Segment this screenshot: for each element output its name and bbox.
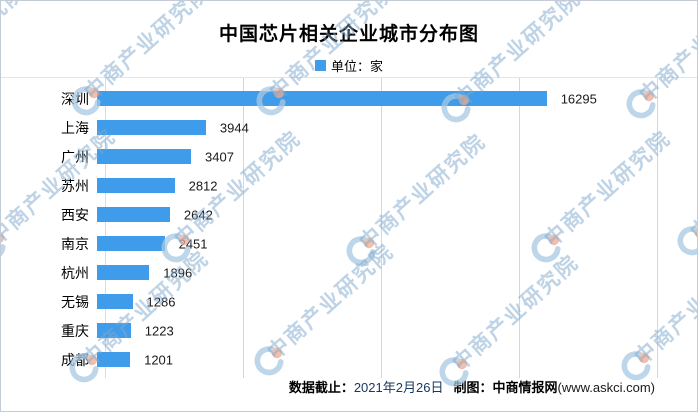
bar (97, 178, 175, 193)
bar-row: 杭州 1896 (27, 258, 657, 287)
bar-area: 1896 (97, 258, 657, 287)
y-axis-line (105, 78, 106, 378)
data-cutoff-label: 数据截止： (288, 380, 354, 395)
bar-row: 成都 1201 (27, 345, 657, 374)
bar (97, 207, 170, 222)
plot-area: 深圳 16295 上海 3944 广州 3407 苏州 2812 西安 2642 南京 2451 杭州 1… (27, 84, 657, 374)
bar-row: 广州 3407 (27, 142, 657, 171)
category-label: 苏州 (61, 177, 89, 194)
value-label: 2812 (188, 178, 218, 193)
category-label: 南京 (61, 235, 89, 252)
bar-row: 上海 3944 (27, 113, 657, 142)
legend-swatch-icon (314, 60, 326, 71)
category-label: 广州 (61, 148, 89, 165)
bar (97, 352, 131, 367)
watermark-text: 中商产业研究院 (686, 119, 698, 245)
credit-label: 制图： (453, 380, 493, 395)
gridline (657, 78, 658, 378)
legend: 单位：家 (1, 56, 697, 75)
value-label: 2642 (183, 207, 213, 222)
category-label: 深圳 (61, 90, 89, 107)
bar (97, 91, 547, 106)
brand-logo-icon (677, 226, 697, 256)
credit-url: (www.askci.com) (557, 380, 655, 395)
bar (97, 120, 206, 135)
category-label: 西安 (61, 206, 89, 223)
category-label: 杭州 (61, 264, 89, 281)
bar-area: 1201 (97, 345, 657, 374)
category-label: 无锡 (61, 293, 89, 310)
gridline (519, 78, 520, 378)
bar-area: 2451 (97, 229, 657, 258)
value-label: 1223 (144, 323, 174, 338)
value-label: 1286 (146, 294, 176, 309)
value-label: 1896 (163, 265, 193, 280)
bar (97, 149, 191, 164)
bar (97, 294, 133, 309)
bar-row: 苏州 2812 (27, 171, 657, 200)
bar-area: 1286 (97, 287, 657, 316)
bar-row: 南京 2451 (27, 229, 657, 258)
chart-title: 中国芯片相关企业城市分布图 (218, 24, 479, 45)
category-label: 成都 (61, 351, 89, 368)
value-label: 3407 (205, 149, 234, 164)
category-label: 重庆 (61, 322, 89, 339)
footer-note: 数据截止：2021年2月26日 制图：中商情报网(www.askci.com) (289, 377, 655, 396)
value-label: 2451 (178, 236, 208, 251)
value-label: 3944 (219, 120, 249, 135)
grid-layer (105, 78, 658, 378)
bar-area: 1223 (97, 316, 657, 345)
bar-row: 无锡 1286 (27, 287, 657, 316)
legend-label: 单位：家 (330, 59, 383, 74)
brand-logo-icon (1, 233, 6, 257)
data-cutoff-date: 2021年2月26日 (353, 380, 444, 395)
legend-separator-line (1, 77, 697, 78)
bar-area: 3944 (97, 113, 657, 142)
category-label: 上海 (61, 119, 89, 136)
gridline (381, 78, 382, 378)
bar-area: 2642 (97, 200, 657, 229)
bar-row: 重庆 1223 (27, 316, 657, 345)
bar-area: 16295 (97, 84, 657, 113)
bar (97, 265, 150, 280)
credit-source: 中商情报网 (492, 380, 558, 395)
bar-row: 深圳 16295 (27, 84, 657, 113)
bar-row: 西安 2642 (27, 200, 657, 229)
watermark: 中商产业研究院 (677, 120, 697, 266)
value-label: 16295 (560, 91, 597, 106)
bar-area: 2812 (97, 171, 657, 200)
bar (97, 236, 165, 251)
gridline (243, 78, 244, 378)
bar-area: 3407 (97, 142, 657, 171)
bar (97, 323, 131, 338)
value-label: 1201 (144, 352, 174, 367)
